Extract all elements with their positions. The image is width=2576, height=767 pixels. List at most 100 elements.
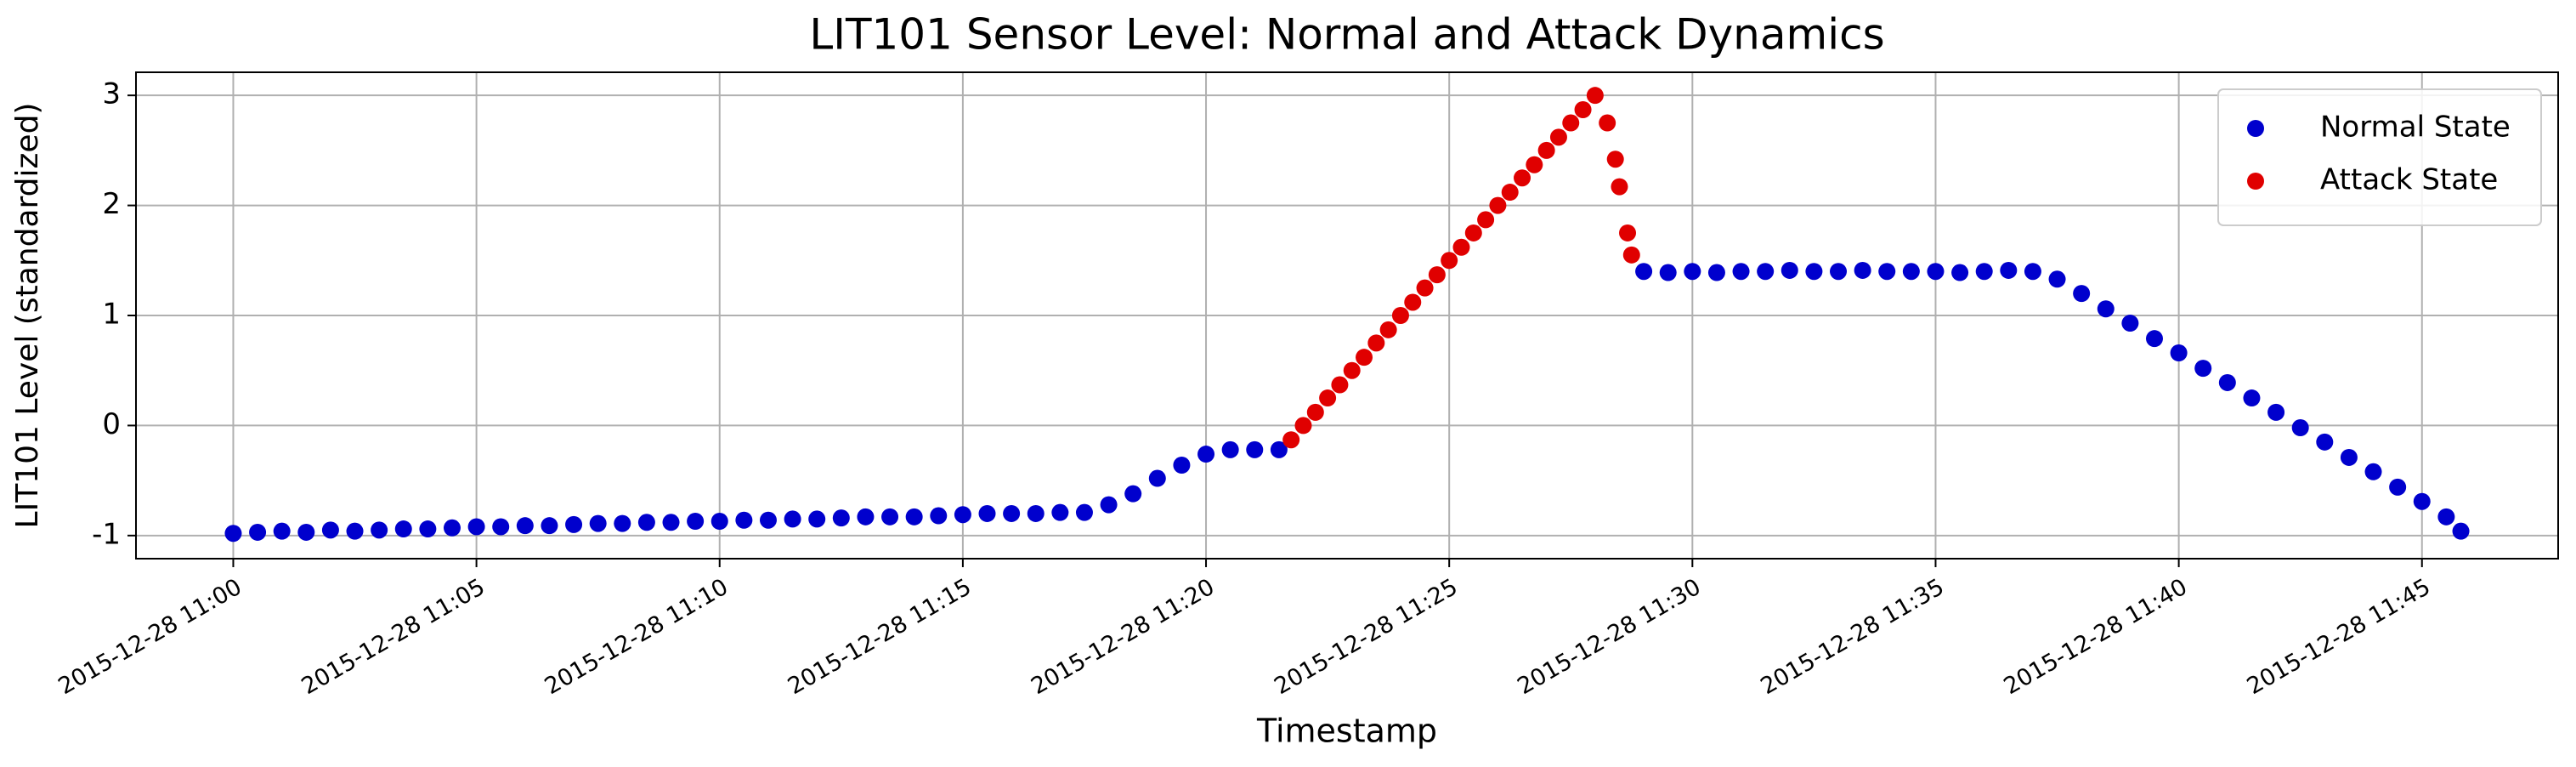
data-point [614, 514, 631, 532]
y-tick-label: 3 [102, 77, 121, 111]
data-point [1707, 264, 1725, 281]
data-point [1902, 263, 1920, 281]
data-point [832, 509, 850, 527]
data-point [1343, 361, 1361, 379]
data-point [1514, 169, 1531, 187]
data-point [1319, 389, 1337, 407]
data-point [2340, 448, 2358, 466]
x-tick-label: 2015-12-28 11:25 [1270, 574, 1462, 701]
data-point [249, 523, 267, 541]
data-point [1124, 485, 1142, 503]
data-point [224, 525, 242, 543]
data-point [1526, 156, 1543, 173]
data-point [2218, 373, 2236, 391]
data-point [1732, 263, 1750, 281]
data-point [1003, 504, 1021, 522]
data-point [2437, 508, 2455, 526]
data-point [565, 515, 583, 533]
data-point [1075, 503, 1093, 521]
data-point [808, 510, 826, 528]
legend-label: Normal State [2320, 111, 2511, 145]
data-point [2316, 433, 2334, 451]
data-point [1367, 334, 1385, 352]
data-point [1270, 440, 1288, 458]
data-point [1477, 211, 1495, 229]
data-point [1221, 440, 1239, 458]
legend-box [2217, 88, 2542, 226]
data-point [1416, 279, 1434, 297]
data-point [2097, 300, 2115, 318]
data-point [662, 514, 680, 531]
data-point [2000, 261, 2018, 279]
x-tick-label: 2015-12-28 11:40 [2000, 574, 2192, 701]
data-point [1452, 238, 1470, 256]
x-tick-label: 2015-12-28 11:00 [54, 574, 246, 701]
data-point [394, 520, 412, 538]
data-point [2146, 330, 2163, 348]
data-point [687, 513, 705, 530]
data-point [1051, 503, 1069, 521]
data-point [321, 521, 339, 539]
data-point [2170, 344, 2188, 361]
data-point [1619, 224, 1637, 241]
data-point [1878, 263, 1896, 281]
data-point [419, 520, 437, 538]
x-tick-label: 2015-12-28 11:35 [1757, 574, 1949, 701]
data-point [371, 521, 388, 539]
data-point [2364, 463, 2382, 480]
x-tick-label: 2015-12-28 11:30 [1513, 574, 1705, 701]
data-point [1854, 261, 1871, 279]
data-point [443, 519, 461, 537]
data-point [273, 522, 291, 540]
legend-marker [2247, 173, 2264, 190]
data-point [930, 507, 948, 525]
data-point [1611, 178, 1628, 196]
data-point [1975, 263, 1993, 281]
data-point [857, 508, 875, 526]
y-tick-label: -1 [92, 517, 121, 551]
legend-marker [2247, 120, 2264, 137]
data-point [346, 522, 364, 540]
data-point [1148, 469, 1166, 487]
data-point [1391, 307, 1409, 324]
data-point [1805, 263, 1823, 281]
data-point [1781, 261, 1798, 279]
data-point [637, 514, 655, 531]
data-point [541, 517, 558, 535]
data-point [2073, 285, 2091, 303]
chart-title: LIT101 Sensor Level: Normal and Attack D… [809, 10, 1884, 60]
x-tick-label: 2015-12-28 11:45 [2243, 574, 2435, 701]
data-point [2452, 522, 2470, 540]
data-point [1379, 321, 1397, 338]
x-tick-label: 2015-12-28 11:20 [1027, 574, 1219, 701]
x-tick-label: 2015-12-28 11:15 [784, 574, 976, 701]
data-point [735, 511, 753, 529]
data-point [1294, 417, 1312, 435]
data-point [1927, 263, 1945, 281]
data-point [1197, 446, 1215, 463]
plot-frame [135, 71, 2559, 560]
data-point [2389, 478, 2407, 496]
data-point [1173, 457, 1191, 474]
y-tick-label: 0 [102, 407, 121, 441]
data-point [1246, 440, 1264, 458]
data-point [1282, 431, 1300, 449]
x-tick-label: 2015-12-28 11:05 [297, 574, 490, 701]
data-point [881, 508, 899, 526]
data-point [1606, 151, 1624, 168]
data-point [1951, 264, 1969, 281]
data-point [2413, 492, 2431, 510]
y-tick-label: 2 [102, 187, 121, 221]
y-axis-label: LIT101 Level (standardized) [10, 103, 45, 529]
data-point [2194, 360, 2212, 378]
data-point [1331, 376, 1349, 394]
data-point [1659, 264, 1677, 281]
data-point [2291, 419, 2309, 436]
data-point [1501, 184, 1519, 202]
data-point [978, 504, 996, 522]
y-tick-label: 1 [102, 298, 121, 332]
data-point [516, 517, 534, 535]
data-point [1574, 101, 1592, 118]
data-point [2024, 263, 2041, 281]
